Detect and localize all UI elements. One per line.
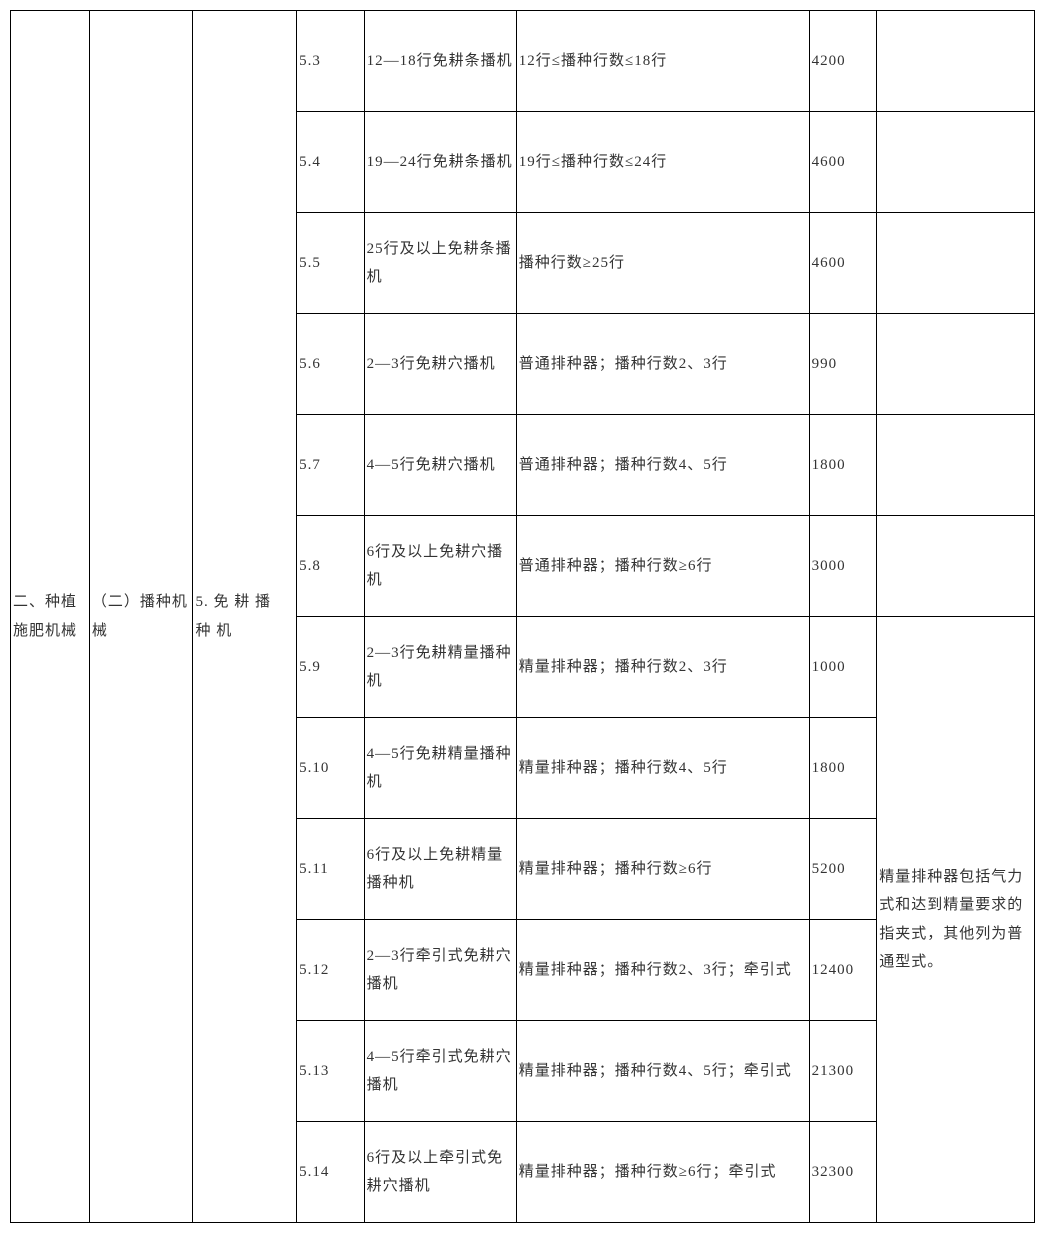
group-cell: 5. 免 耕 播 种 机	[193, 11, 297, 1223]
spec-cell: 播种行数≥25行	[516, 213, 809, 314]
table-row: 二、种植施肥机械 （二）播种机械 5. 免 耕 播 种 机 5.3 12—18行…	[11, 11, 1035, 112]
remark-cell	[877, 314, 1035, 415]
value-cell: 21300	[809, 1021, 877, 1122]
row-num-cell: 5.7	[297, 415, 365, 516]
item-name-cell: 2—3行牵引式免耕穴播机	[364, 920, 516, 1021]
remark-cell-merged: 精量排种器包括气力式和达到精量要求的指夹式，其他列为普通型式。	[877, 617, 1035, 1223]
value-cell: 32300	[809, 1122, 877, 1223]
row-num-cell: 5.12	[297, 920, 365, 1021]
item-name-cell: 6行及以上免耕穴播机	[364, 516, 516, 617]
value-cell: 1000	[809, 617, 877, 718]
spec-cell: 19行≤播种行数≤24行	[516, 112, 809, 213]
item-name-cell: 4—5行免耕穴播机	[364, 415, 516, 516]
remark-cell	[877, 516, 1035, 617]
value-cell: 1800	[809, 718, 877, 819]
row-num-cell: 5.10	[297, 718, 365, 819]
remark-cell	[877, 112, 1035, 213]
row-num-cell: 5.9	[297, 617, 365, 718]
item-name-cell: 6行及以上牵引式免耕穴播机	[364, 1122, 516, 1223]
row-num-cell: 5.4	[297, 112, 365, 213]
subsidy-table: 二、种植施肥机械 （二）播种机械 5. 免 耕 播 种 机 5.3 12—18行…	[10, 10, 1035, 1223]
item-name-cell: 2—3行免耕精量播种机	[364, 617, 516, 718]
value-cell: 5200	[809, 819, 877, 920]
item-name-cell: 4—5行牵引式免耕穴播机	[364, 1021, 516, 1122]
row-num-cell: 5.11	[297, 819, 365, 920]
value-cell: 3000	[809, 516, 877, 617]
item-name-cell: 19—24行免耕条播机	[364, 112, 516, 213]
item-name-cell: 25行及以上免耕条播机	[364, 213, 516, 314]
spec-cell: 12行≤播种行数≤18行	[516, 11, 809, 112]
item-name-cell: 6行及以上免耕精量播种机	[364, 819, 516, 920]
value-cell: 990	[809, 314, 877, 415]
value-cell: 1800	[809, 415, 877, 516]
spec-cell: 精量排种器；播种行数4、5行；牵引式	[516, 1021, 809, 1122]
row-num-cell: 5.6	[297, 314, 365, 415]
item-name-cell: 12—18行免耕条播机	[364, 11, 516, 112]
category-cell: 二、种植施肥机械	[11, 11, 90, 1223]
value-cell: 4600	[809, 213, 877, 314]
spec-cell: 普通排种器；播种行数2、3行	[516, 314, 809, 415]
value-cell: 4600	[809, 112, 877, 213]
row-num-cell: 5.3	[297, 11, 365, 112]
value-cell: 12400	[809, 920, 877, 1021]
remark-cell	[877, 415, 1035, 516]
item-name-cell: 2—3行免耕穴播机	[364, 314, 516, 415]
spec-cell: 精量排种器；播种行数4、5行	[516, 718, 809, 819]
spec-cell: 普通排种器；播种行数4、5行	[516, 415, 809, 516]
row-num-cell: 5.8	[297, 516, 365, 617]
spec-cell: 精量排种器；播种行数2、3行	[516, 617, 809, 718]
value-cell: 4200	[809, 11, 877, 112]
row-num-cell: 5.13	[297, 1021, 365, 1122]
subcategory-cell: （二）播种机械	[89, 11, 193, 1223]
remark-cell	[877, 11, 1035, 112]
row-num-cell: 5.14	[297, 1122, 365, 1223]
row-num-cell: 5.5	[297, 213, 365, 314]
spec-cell: 普通排种器；播种行数≥6行	[516, 516, 809, 617]
spec-cell: 精量排种器；播种行数≥6行；牵引式	[516, 1122, 809, 1223]
remark-cell	[877, 213, 1035, 314]
spec-cell: 精量排种器；播种行数≥6行	[516, 819, 809, 920]
spec-cell: 精量排种器；播种行数2、3行；牵引式	[516, 920, 809, 1021]
item-name-cell: 4—5行免耕精量播种机	[364, 718, 516, 819]
